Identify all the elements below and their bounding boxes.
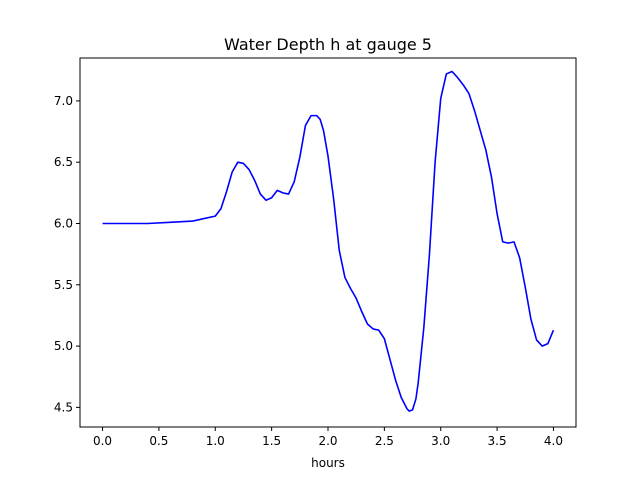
y-tick-label: 5.0 [54,339,73,353]
x-tick-label: 0.0 [93,434,112,448]
x-tick-label: 1.0 [206,434,225,448]
x-tick-label: 4.0 [544,434,563,448]
x-tick-label: 1.5 [262,434,281,448]
x-tick-label: 2.0 [318,434,337,448]
x-tick-label: 2.5 [375,434,394,448]
x-axis-ticks: 0.0 0.5 1.0 1.5 2.0 2.5 3.0 3.5 4.0 [93,427,563,448]
y-tick-label: 6.0 [54,216,73,230]
x-axis-label: hours [311,456,345,470]
x-tick-label: 3.0 [431,434,450,448]
y-tick-label: 6.5 [54,155,73,169]
x-tick-label: 3.5 [488,434,507,448]
y-tick-label: 5.5 [54,278,73,292]
y-tick-label: 7.0 [54,94,73,108]
chart-title: Water Depth h at gauge 5 [224,35,432,54]
x-tick-label: 0.5 [149,434,168,448]
water-depth-line [102,70,555,412]
y-tick-label: 4.5 [54,400,73,414]
y-axis-ticks: 4.5 5.0 5.5 6.0 6.5 7.0 [54,94,80,414]
